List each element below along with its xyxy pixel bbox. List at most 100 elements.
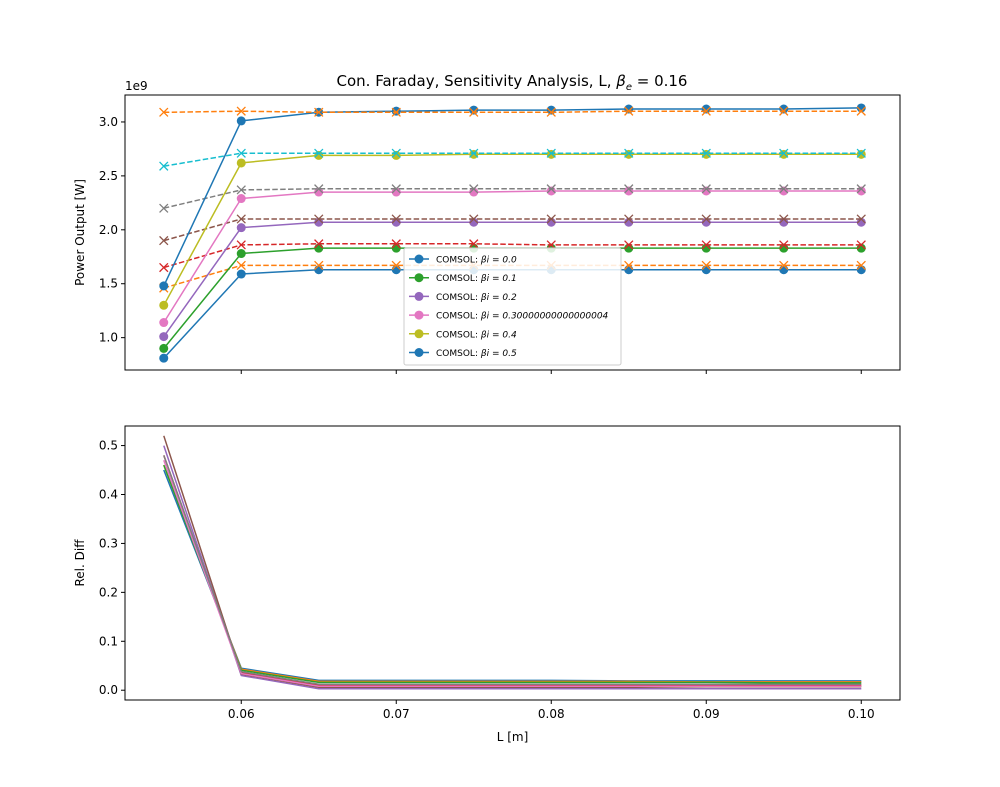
legend-label: COMSOL: βi = 0.1 <box>436 274 517 284</box>
x-marker-stroke <box>391 214 401 224</box>
x-marker-stroke <box>546 184 556 194</box>
comsol-point <box>546 217 556 227</box>
comsol-point <box>701 265 711 275</box>
x-marker-stroke <box>236 148 246 158</box>
x-marker-stroke <box>391 107 401 117</box>
model-line <box>163 218 862 242</box>
legend-label-prefix: COMSOL: <box>436 274 481 284</box>
model-point <box>546 148 556 158</box>
comsol-point <box>159 281 169 291</box>
model-point <box>469 239 479 249</box>
model-point <box>236 214 246 224</box>
y-offset-text: 1e9 <box>125 79 148 93</box>
model-point <box>314 260 324 271</box>
comsol-point <box>701 104 711 114</box>
model-point <box>391 148 401 158</box>
x-marker-stroke <box>624 260 634 271</box>
x-marker-stroke <box>701 240 711 250</box>
model-point <box>469 214 479 224</box>
x-marker-stroke <box>391 184 401 194</box>
x-marker-stroke <box>546 148 556 158</box>
comsol-point <box>856 243 866 253</box>
model-point <box>469 148 479 158</box>
bottom-y-axis-label: Rel. Diff <box>73 539 87 587</box>
model-point <box>159 203 169 213</box>
x-marker-stroke <box>159 262 169 273</box>
model-point <box>391 214 401 224</box>
x-marker-stroke <box>624 184 634 194</box>
x-marker-stroke <box>856 240 866 250</box>
x-marker-stroke <box>391 239 401 249</box>
comsol-point <box>236 249 246 259</box>
comsol-point <box>779 186 789 196</box>
top-y-tick-label: 3.0 <box>99 115 118 129</box>
x-marker-stroke <box>314 148 324 158</box>
x-marker-stroke <box>469 107 479 117</box>
model-point <box>779 240 789 250</box>
comsol-point <box>314 265 324 275</box>
relative-difference-plot: 0.06 0.07 0.08 0.09 0.10 0.0 0.1 0.2 0.3 0.4 0.5 Re… <box>73 425 901 744</box>
bottom-axes-frame <box>124 425 901 701</box>
comsol-point <box>159 300 169 310</box>
model-point <box>546 184 556 194</box>
model-point <box>314 239 324 249</box>
model-point <box>546 214 556 224</box>
comsol-point <box>391 265 401 275</box>
x-marker-stroke <box>856 106 866 116</box>
model-point <box>701 106 711 116</box>
x-marker-stroke <box>314 107 324 117</box>
legend-label-beta: βi = 0.30000000000000004 <box>480 312 609 322</box>
x-marker-stroke <box>314 214 324 224</box>
model-point <box>779 214 789 224</box>
comsol-point <box>391 187 401 197</box>
legend-label-prefix: COMSOL: <box>436 256 481 266</box>
comsol-point <box>236 194 246 204</box>
x-marker-stroke <box>779 260 789 271</box>
top-y-tick-label: 1.5 <box>99 277 118 291</box>
legend-marker <box>414 329 424 339</box>
comsol-point <box>391 150 401 160</box>
bottom-y-tick-label: 0.2 <box>99 585 118 599</box>
x-marker-stroke <box>236 260 246 271</box>
bottom-x-tick-label: 0.09 <box>693 707 720 721</box>
x-marker-stroke <box>546 107 556 117</box>
x-marker-stroke <box>701 106 711 116</box>
comsol-point <box>624 186 634 196</box>
legend-label-beta: βi = 0.4 <box>480 330 517 340</box>
legend-frame <box>403 247 622 366</box>
model-point <box>391 260 401 271</box>
comsol-point <box>856 265 866 275</box>
x-marker-stroke <box>159 107 169 117</box>
legend-label-beta: βi = 0.0 <box>480 256 517 266</box>
legend-label: COMSOL: βi = 0.30000000000000004 <box>436 312 609 322</box>
comsol-point <box>701 243 711 253</box>
figure-title: Con. Faraday, Sensitivity Analysis, L, β… <box>337 72 688 93</box>
power-output-plot: 1.0 1.5 2.0 2.5 3.0 Power Output [W] 1e9 COMSOL… <box>73 79 901 374</box>
model-point <box>159 161 169 171</box>
bottom-y-tick-label: 0.4 <box>99 488 118 502</box>
comsol-point <box>236 269 246 279</box>
x-marker-stroke <box>546 214 556 224</box>
x-marker-stroke <box>779 240 789 250</box>
model-point <box>856 148 866 158</box>
model-point <box>701 240 711 250</box>
model-line <box>163 243 862 269</box>
legend-label-beta: βi = 0.1 <box>480 274 517 284</box>
comsol-point <box>856 217 866 227</box>
model-point <box>856 260 866 271</box>
bottom-y-tick-label: 0.5 <box>99 439 118 453</box>
legend-label: COMSOL: βi = 0.0 <box>436 256 517 266</box>
model-point <box>469 184 479 194</box>
model-point <box>314 148 324 158</box>
x-marker-stroke <box>701 184 711 194</box>
comsol-point <box>779 149 789 159</box>
comsol-point <box>779 104 789 114</box>
model-line <box>163 188 862 209</box>
legend-label-prefix: COMSOL: <box>436 312 481 322</box>
legend-label-beta: βi = 0.5 <box>480 349 517 359</box>
comsol-point <box>701 149 711 159</box>
x-marker-stroke <box>856 214 866 224</box>
legend-label: COMSOL: βi = 0.4 <box>436 330 517 340</box>
